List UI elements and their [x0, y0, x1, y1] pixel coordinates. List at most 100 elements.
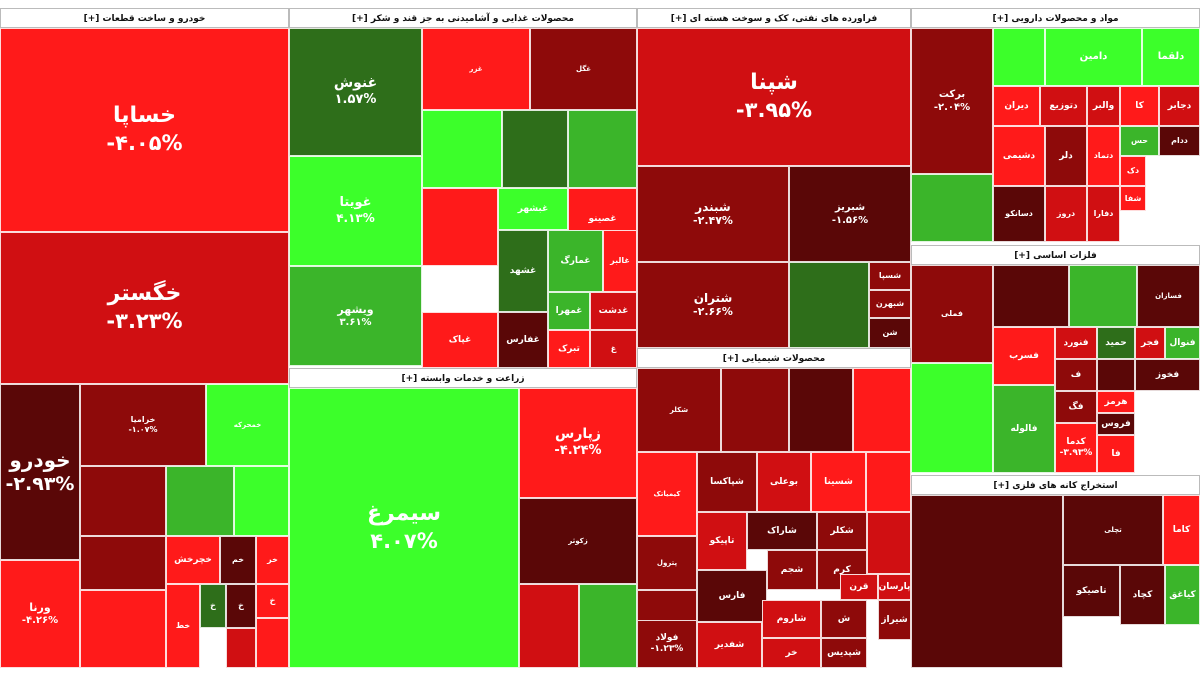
- stock-tile[interactable]: برکت -۲.۰۴%: [911, 28, 993, 174]
- stock-tile[interactable]: خ: [226, 584, 256, 628]
- stock-tile[interactable]: [256, 618, 289, 668]
- stock-tile[interactable]: دجابر: [1159, 86, 1200, 126]
- stock-tile[interactable]: دسانکو: [993, 186, 1045, 242]
- stock-tile[interactable]: غبشهر: [498, 188, 568, 230]
- stock-tile[interactable]: فخوز: [1135, 359, 1200, 391]
- stock-tile[interactable]: غمهرا: [548, 292, 590, 330]
- stock-tile[interactable]: کچاد: [1120, 565, 1165, 625]
- stock-tile[interactable]: غشهد: [498, 230, 548, 312]
- stock-tile[interactable]: غزر: [422, 28, 530, 110]
- stock-tile[interactable]: خط: [166, 584, 200, 668]
- stock-tile[interactable]: والبر: [1087, 86, 1120, 126]
- stock-tile[interactable]: شفا: [1120, 186, 1146, 211]
- stock-tile[interactable]: [789, 262, 869, 348]
- stock-tile[interactable]: [166, 466, 234, 536]
- stock-tile[interactable]: کاما: [1163, 495, 1200, 565]
- stock-tile[interactable]: ف: [1055, 359, 1097, 391]
- stock-tile[interactable]: خودرو -۲.۹۳%: [0, 384, 80, 560]
- stock-tile[interactable]: فولاد -۱.۲۳%: [637, 620, 697, 668]
- stock-tile[interactable]: شپاکسا: [697, 452, 757, 512]
- stock-tile[interactable]: پارسان: [878, 574, 911, 600]
- stock-tile[interactable]: زپارس -۴.۲۴%: [519, 388, 637, 498]
- stock-tile[interactable]: [853, 368, 911, 452]
- stock-tile[interactable]: [911, 495, 1063, 668]
- sector-header[interactable]: زراعت و خدمات وابسته [+]: [289, 368, 637, 388]
- stock-tile[interactable]: [422, 188, 498, 266]
- stock-tile[interactable]: [721, 368, 789, 452]
- sector-header[interactable]: استخراج کانه های فلزی [+]: [911, 475, 1200, 495]
- stock-tile[interactable]: شبریز -۱.۵۶%: [789, 166, 911, 262]
- stock-tile[interactable]: غمارگ: [548, 230, 603, 292]
- stock-tile[interactable]: شاراک: [747, 512, 817, 550]
- stock-tile[interactable]: قرن: [840, 574, 878, 600]
- stock-tile[interactable]: فسازان: [1137, 265, 1200, 327]
- stock-tile[interactable]: خ: [200, 584, 226, 628]
- stock-tile[interactable]: شاروم: [762, 600, 821, 638]
- stock-tile[interactable]: غویتا ۴.۱۳%: [289, 156, 422, 266]
- stock-tile[interactable]: فنوال: [1165, 327, 1200, 359]
- stock-tile[interactable]: ددام: [1159, 126, 1200, 156]
- stock-tile[interactable]: کدما -۳.۹۳%: [1055, 423, 1097, 473]
- sector-header[interactable]: محصولات شیمیایی [+]: [637, 348, 911, 368]
- stock-tile[interactable]: تاصیکو: [1063, 565, 1120, 617]
- stock-tile[interactable]: شکلر: [817, 512, 867, 550]
- stock-tile[interactable]: خگستر -۳.۲۳%: [0, 232, 289, 384]
- stock-tile[interactable]: زکوثر: [519, 498, 637, 584]
- stock-tile[interactable]: حمید: [1097, 327, 1135, 359]
- stock-tile[interactable]: [226, 628, 256, 668]
- stock-tile[interactable]: خمحرکه: [206, 384, 289, 466]
- stock-tile[interactable]: کا: [1120, 86, 1159, 126]
- stock-tile[interactable]: غگل: [530, 28, 637, 110]
- stock-tile[interactable]: فنورد: [1055, 327, 1097, 359]
- stock-tile[interactable]: [867, 512, 911, 574]
- stock-tile[interactable]: غپاک: [422, 312, 498, 368]
- stock-tile[interactable]: شبندر -۲.۴۷%: [637, 166, 789, 262]
- stock-tile[interactable]: دلر: [1045, 126, 1087, 186]
- stock-tile[interactable]: هرمز: [1097, 391, 1135, 413]
- stock-tile[interactable]: شن: [869, 318, 911, 348]
- stock-tile[interactable]: تبرک: [548, 330, 590, 368]
- stock-tile[interactable]: [911, 363, 993, 473]
- stock-tile[interactable]: فگ: [1055, 391, 1097, 423]
- stock-tile[interactable]: ورنا -۴.۲۶%: [0, 560, 80, 668]
- stock-tile[interactable]: خچرخش: [166, 536, 220, 584]
- stock-tile[interactable]: غالبر: [603, 230, 637, 292]
- stock-tile[interactable]: پترول: [637, 536, 697, 590]
- stock-tile[interactable]: شتران -۲.۶۶%: [637, 262, 789, 348]
- stock-tile[interactable]: [80, 466, 166, 536]
- stock-tile[interactable]: [519, 584, 579, 668]
- stock-tile[interactable]: [502, 110, 568, 188]
- sector-header[interactable]: فراورده های نفتی، کک و سوخت هسته ای [+]: [637, 8, 911, 28]
- stock-tile[interactable]: سیمرغ ۴.۰۷%: [289, 388, 519, 668]
- stock-tile[interactable]: [422, 110, 502, 188]
- stock-tile[interactable]: کیمیاتک: [637, 452, 697, 536]
- stock-tile[interactable]: [789, 368, 853, 452]
- stock-tile[interactable]: شپدیس: [821, 638, 867, 668]
- stock-tile[interactable]: خر: [256, 536, 289, 584]
- stock-tile[interactable]: شسینا: [811, 452, 866, 512]
- stock-tile[interactable]: دیران: [993, 86, 1040, 126]
- stock-tile[interactable]: دتماد: [1087, 126, 1120, 186]
- stock-tile[interactable]: دتوزیع: [1040, 86, 1087, 126]
- sector-header[interactable]: مواد و محصولات دارویی [+]: [911, 8, 1200, 28]
- stock-tile[interactable]: [993, 28, 1045, 86]
- stock-tile[interactable]: کیاغق: [1165, 565, 1200, 625]
- stock-tile[interactable]: غ: [590, 330, 637, 368]
- stock-tile[interactable]: [911, 174, 993, 242]
- stock-tile[interactable]: دشیمی: [993, 126, 1045, 186]
- stock-tile[interactable]: دک: [1120, 156, 1146, 186]
- stock-tile[interactable]: فارس: [697, 570, 767, 622]
- stock-tile[interactable]: دروز: [1045, 186, 1087, 242]
- stock-tile[interactable]: [80, 590, 166, 668]
- stock-tile[interactable]: [234, 466, 289, 536]
- stock-tile[interactable]: فا: [1097, 435, 1135, 473]
- stock-tile[interactable]: خرامیا -۱.۰۷%: [80, 384, 206, 466]
- stock-tile[interactable]: تچلی: [1063, 495, 1163, 565]
- stock-tile[interactable]: [993, 265, 1069, 327]
- stock-tile[interactable]: دلقما: [1142, 28, 1200, 86]
- stock-tile[interactable]: خم: [220, 536, 256, 584]
- sector-header[interactable]: فلزات اساسی [+]: [911, 245, 1200, 265]
- stock-tile[interactable]: [1097, 359, 1135, 391]
- stock-tile[interactable]: فسرب: [993, 327, 1055, 385]
- stock-tile[interactable]: خ: [256, 584, 289, 618]
